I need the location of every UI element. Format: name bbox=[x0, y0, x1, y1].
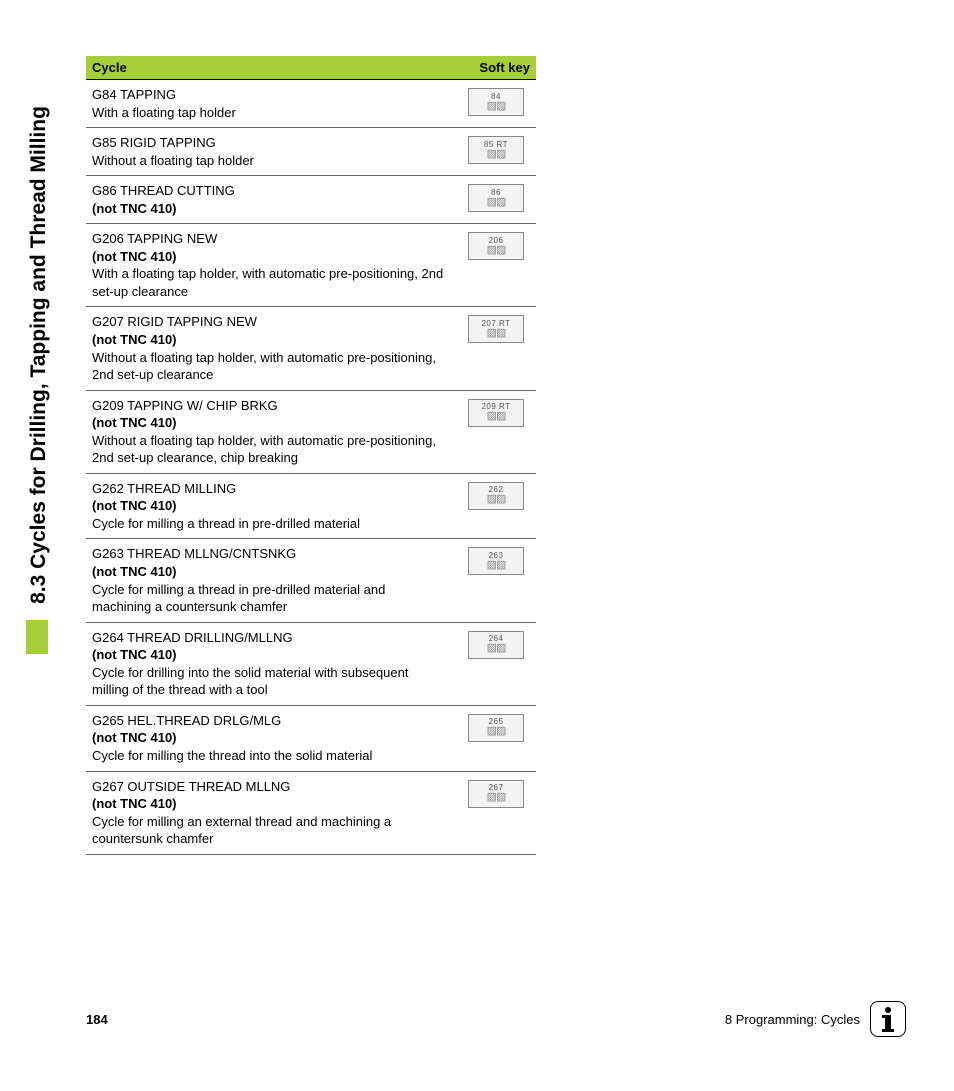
softkey-cell: 84 ▨▨ bbox=[468, 86, 530, 116]
table-header: Cycle Soft key bbox=[86, 56, 536, 80]
cycle-note: (not TNC 410) bbox=[92, 795, 444, 813]
cycle-cell: G84 TAPPING With a floating tap holder bbox=[92, 86, 444, 121]
info-icon bbox=[870, 1001, 906, 1037]
cycle-desc: Without a floating tap holder bbox=[92, 152, 444, 170]
table-row: G267 OUTSIDE THREAD MLLNG (not TNC 410) … bbox=[86, 772, 536, 855]
cycle-title: G267 OUTSIDE THREAD MLLNG bbox=[92, 778, 444, 796]
softkey-icon: 86 ▨▨ bbox=[468, 184, 524, 212]
page-number: 184 bbox=[86, 1012, 108, 1027]
cycle-cell: G206 TAPPING NEW (not TNC 410) With a fl… bbox=[92, 230, 444, 300]
cycle-cell: G262 THREAD MILLING (not TNC 410) Cycle … bbox=[92, 480, 444, 533]
cycle-note: (not TNC 410) bbox=[92, 248, 444, 266]
cycle-desc: Cycle for milling a thread in pre-drille… bbox=[92, 581, 444, 616]
cycle-note: (not TNC 410) bbox=[92, 563, 444, 581]
cycle-cell: G263 THREAD MLLNG/CNTSNKG (not TNC 410) … bbox=[92, 545, 444, 615]
softkey-glyph: ▨▨ bbox=[487, 101, 506, 112]
softkey-icon: 207 RT ▨▨ bbox=[468, 315, 524, 343]
softkey-cell: 206 ▨▨ bbox=[468, 230, 530, 260]
softkey-icon: 264 ▨▨ bbox=[468, 631, 524, 659]
softkey-glyph: ▨▨ bbox=[487, 328, 506, 339]
cycles-table: Cycle Soft key G84 TAPPING With a floati… bbox=[86, 56, 536, 855]
cycle-note: (not TNC 410) bbox=[92, 414, 444, 432]
side-heading-container: 8.3 Cycles for Drilling, Tapping and Thr… bbox=[22, 56, 56, 654]
softkey-icon: 265 ▨▨ bbox=[468, 714, 524, 742]
softkey-icon: 209 RT ▨▨ bbox=[468, 399, 524, 427]
cycle-desc: With a floating tap holder bbox=[92, 104, 444, 122]
cycle-title: G263 THREAD MLLNG/CNTSNKG bbox=[92, 545, 444, 563]
softkey-cell: 209 RT ▨▨ bbox=[468, 397, 530, 427]
table-row: G86 THREAD CUTTING (not TNC 410) 86 ▨▨ bbox=[86, 176, 536, 224]
softkey-cell: 264 ▨▨ bbox=[468, 629, 530, 659]
cycle-title: G207 RIGID TAPPING NEW bbox=[92, 313, 444, 331]
table-row: G262 THREAD MILLING (not TNC 410) Cycle … bbox=[86, 474, 536, 540]
cycle-title: G264 THREAD DRILLING/MLLNG bbox=[92, 629, 444, 647]
softkey-glyph: ▨▨ bbox=[487, 197, 506, 208]
softkey-glyph: ▨▨ bbox=[487, 643, 506, 654]
cycle-desc: Cycle for milling a thread in pre-drille… bbox=[92, 515, 444, 533]
cycle-title: G86 THREAD CUTTING bbox=[92, 182, 444, 200]
cycle-note: (not TNC 410) bbox=[92, 646, 444, 664]
info-glyph bbox=[878, 1006, 898, 1032]
softkey-glyph: ▨▨ bbox=[487, 411, 506, 422]
softkey-icon: 262 ▨▨ bbox=[468, 482, 524, 510]
softkey-glyph: ▨▨ bbox=[487, 792, 506, 803]
softkey-cell: 263 ▨▨ bbox=[468, 545, 530, 575]
table-row: G209 TAPPING W/ CHIP BRKG (not TNC 410) … bbox=[86, 391, 536, 474]
softkey-glyph: ▨▨ bbox=[487, 726, 506, 737]
page-footer: 184 8 Programming: Cycles bbox=[86, 1001, 906, 1037]
cycle-note: (not TNC 410) bbox=[92, 200, 444, 218]
softkey-cell: 207 RT ▨▨ bbox=[468, 313, 530, 343]
softkey-glyph: ▨▨ bbox=[487, 245, 506, 256]
cycle-cell: G85 RIGID TAPPING Without a floating tap… bbox=[92, 134, 444, 169]
header-softkey: Soft key bbox=[479, 60, 530, 75]
cycle-desc: Cycle for milling an external thread and… bbox=[92, 813, 444, 848]
softkey-glyph: ▨▨ bbox=[487, 494, 506, 505]
softkey-icon: 84 ▨▨ bbox=[468, 88, 524, 116]
table-row: G85 RIGID TAPPING Without a floating tap… bbox=[86, 128, 536, 176]
cycle-cell: G267 OUTSIDE THREAD MLLNG (not TNC 410) … bbox=[92, 778, 444, 848]
cycle-title: G206 TAPPING NEW bbox=[92, 230, 444, 248]
table-row: G207 RIGID TAPPING NEW (not TNC 410) Wit… bbox=[86, 307, 536, 390]
softkey-cell: 86 ▨▨ bbox=[468, 182, 530, 212]
cycle-desc: Cycle for milling the thread into the so… bbox=[92, 747, 444, 765]
cycle-title: G265 HEL.THREAD DRLG/MLG bbox=[92, 712, 444, 730]
softkey-icon: 206 ▨▨ bbox=[468, 232, 524, 260]
softkey-glyph: ▨▨ bbox=[487, 560, 506, 571]
cycle-note: (not TNC 410) bbox=[92, 497, 444, 515]
cycle-cell: G264 THREAD DRILLING/MLLNG (not TNC 410)… bbox=[92, 629, 444, 699]
page: 8.3 Cycles for Drilling, Tapping and Thr… bbox=[0, 0, 954, 1091]
softkey-cell: 262 ▨▨ bbox=[468, 480, 530, 510]
footer-right: 8 Programming: Cycles bbox=[725, 1001, 906, 1037]
chapter-label: 8 Programming: Cycles bbox=[725, 1012, 860, 1027]
cycle-desc: With a floating tap holder, with automat… bbox=[92, 265, 444, 300]
cycle-note: (not TNC 410) bbox=[92, 331, 444, 349]
cycle-title: G209 TAPPING W/ CHIP BRKG bbox=[92, 397, 444, 415]
softkey-icon: 263 ▨▨ bbox=[468, 547, 524, 575]
cycle-desc: Without a floating tap holder, with auto… bbox=[92, 349, 444, 384]
cycle-title: G262 THREAD MILLING bbox=[92, 480, 444, 498]
table-row: G206 TAPPING NEW (not TNC 410) With a fl… bbox=[86, 224, 536, 307]
cycle-cell: G209 TAPPING W/ CHIP BRKG (not TNC 410) … bbox=[92, 397, 444, 467]
softkey-glyph: ▨▨ bbox=[487, 149, 506, 160]
cycle-desc: Without a floating tap holder, with auto… bbox=[92, 432, 444, 467]
cycle-title: G84 TAPPING bbox=[92, 86, 444, 104]
cycle-title: G85 RIGID TAPPING bbox=[92, 134, 444, 152]
softkey-cell: 267 ▨▨ bbox=[468, 778, 530, 808]
softkey-icon: 85 RT ▨▨ bbox=[468, 136, 524, 164]
cycle-cell: G86 THREAD CUTTING (not TNC 410) bbox=[92, 182, 444, 217]
table-row: G263 THREAD MLLNG/CNTSNKG (not TNC 410) … bbox=[86, 539, 536, 622]
side-heading: 8.3 Cycles for Drilling, Tapping and Thr… bbox=[27, 106, 51, 604]
softkey-cell: 85 RT ▨▨ bbox=[468, 134, 530, 164]
table-row: G265 HEL.THREAD DRLG/MLG (not TNC 410) C… bbox=[86, 706, 536, 772]
cycle-note: (not TNC 410) bbox=[92, 729, 444, 747]
header-cycle: Cycle bbox=[92, 60, 127, 75]
table-row: G264 THREAD DRILLING/MLLNG (not TNC 410)… bbox=[86, 623, 536, 706]
softkey-cell: 265 ▨▨ bbox=[468, 712, 530, 742]
table-row: G84 TAPPING With a floating tap holder 8… bbox=[86, 80, 536, 128]
cycle-cell: G207 RIGID TAPPING NEW (not TNC 410) Wit… bbox=[92, 313, 444, 383]
softkey-icon: 267 ▨▨ bbox=[468, 780, 524, 808]
cycle-desc: Cycle for drilling into the solid materi… bbox=[92, 664, 444, 699]
cycle-cell: G265 HEL.THREAD DRLG/MLG (not TNC 410) C… bbox=[92, 712, 444, 765]
